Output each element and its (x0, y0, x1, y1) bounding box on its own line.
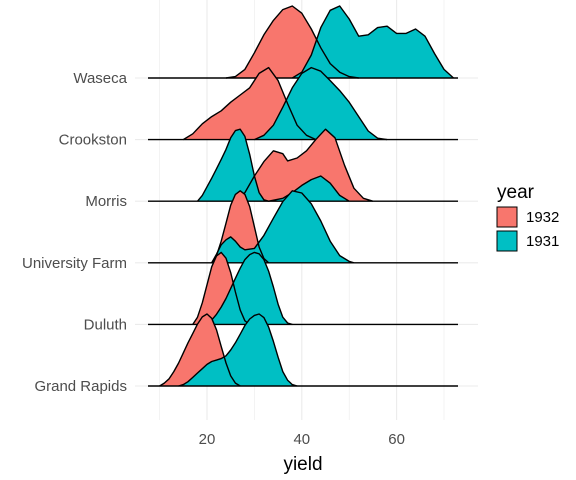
legend-swatch-1931 (496, 230, 518, 252)
y-tick-label-morris: Morris (85, 193, 127, 210)
x-axis-label: yield (283, 454, 322, 475)
y-tick-label-crookston: Crookston (59, 132, 127, 149)
ridge-outline-1932-morris (234, 128, 374, 202)
ridge-outline-1931-duluth (206, 251, 293, 326)
ridge-outline-1931-university-farm (211, 190, 355, 264)
ridge-outline-1932-duluth (192, 251, 251, 325)
y-tick-label-university-farm: University Farm (22, 255, 127, 272)
ridge-outline-1931-waseca (291, 5, 454, 79)
legend-label-1932: 1932 (526, 209, 559, 226)
ridge-fill-1931-waseca (292, 6, 454, 78)
ridge-outline-1932-waseca (225, 5, 359, 79)
ridge-outline-1931-grand-rapids (178, 313, 298, 387)
ridge-fill-1931-university-farm (211, 190, 354, 263)
ridge-row-waseca (148, 5, 458, 79)
x-tick-label: 40 (293, 431, 310, 448)
legend-title: year (497, 182, 535, 203)
ridge-row-grand-rapids (148, 313, 458, 387)
ridge-fill-1931-duluth (207, 252, 293, 325)
x-tick-label: 20 (199, 431, 216, 448)
y-tick-label-grand-rapids: Grand Rapids (34, 378, 127, 395)
ridge-fill-1932-morris (235, 129, 373, 202)
ridge-outline-1932-university-farm (211, 190, 270, 264)
legend-label-1931: 1931 (526, 233, 559, 250)
ridge-fill-1931-crookston (254, 67, 388, 140)
legend: year 1932 1931 (496, 182, 559, 252)
x-tick-labels: 20 40 60 (199, 431, 405, 448)
ridge-row-morris (148, 128, 458, 202)
ridge-row-crookston (148, 66, 458, 141)
ridge-outline-1931-morris (196, 128, 350, 202)
ridge-row-university-farm (148, 190, 458, 264)
ridge-fill-1931-morris (197, 129, 350, 202)
ridge-outline-1932-grand-rapids (159, 313, 241, 387)
ridge-fill-1931-grand-rapids (178, 314, 298, 386)
y-tick-label-waseca: Waseca (73, 70, 127, 87)
ridge-layer (148, 5, 458, 387)
y-tick-labels: Waseca Crookston Morris University Farm Dulu… (22, 70, 128, 395)
ridge-outline-1932-crookston (182, 66, 317, 141)
ridge-outline-1931-crookston (254, 66, 388, 141)
x-tick-label: 60 (388, 431, 405, 448)
y-tick-label-duluth: Duluth (84, 316, 127, 333)
legend-swatch-1932 (496, 206, 518, 228)
